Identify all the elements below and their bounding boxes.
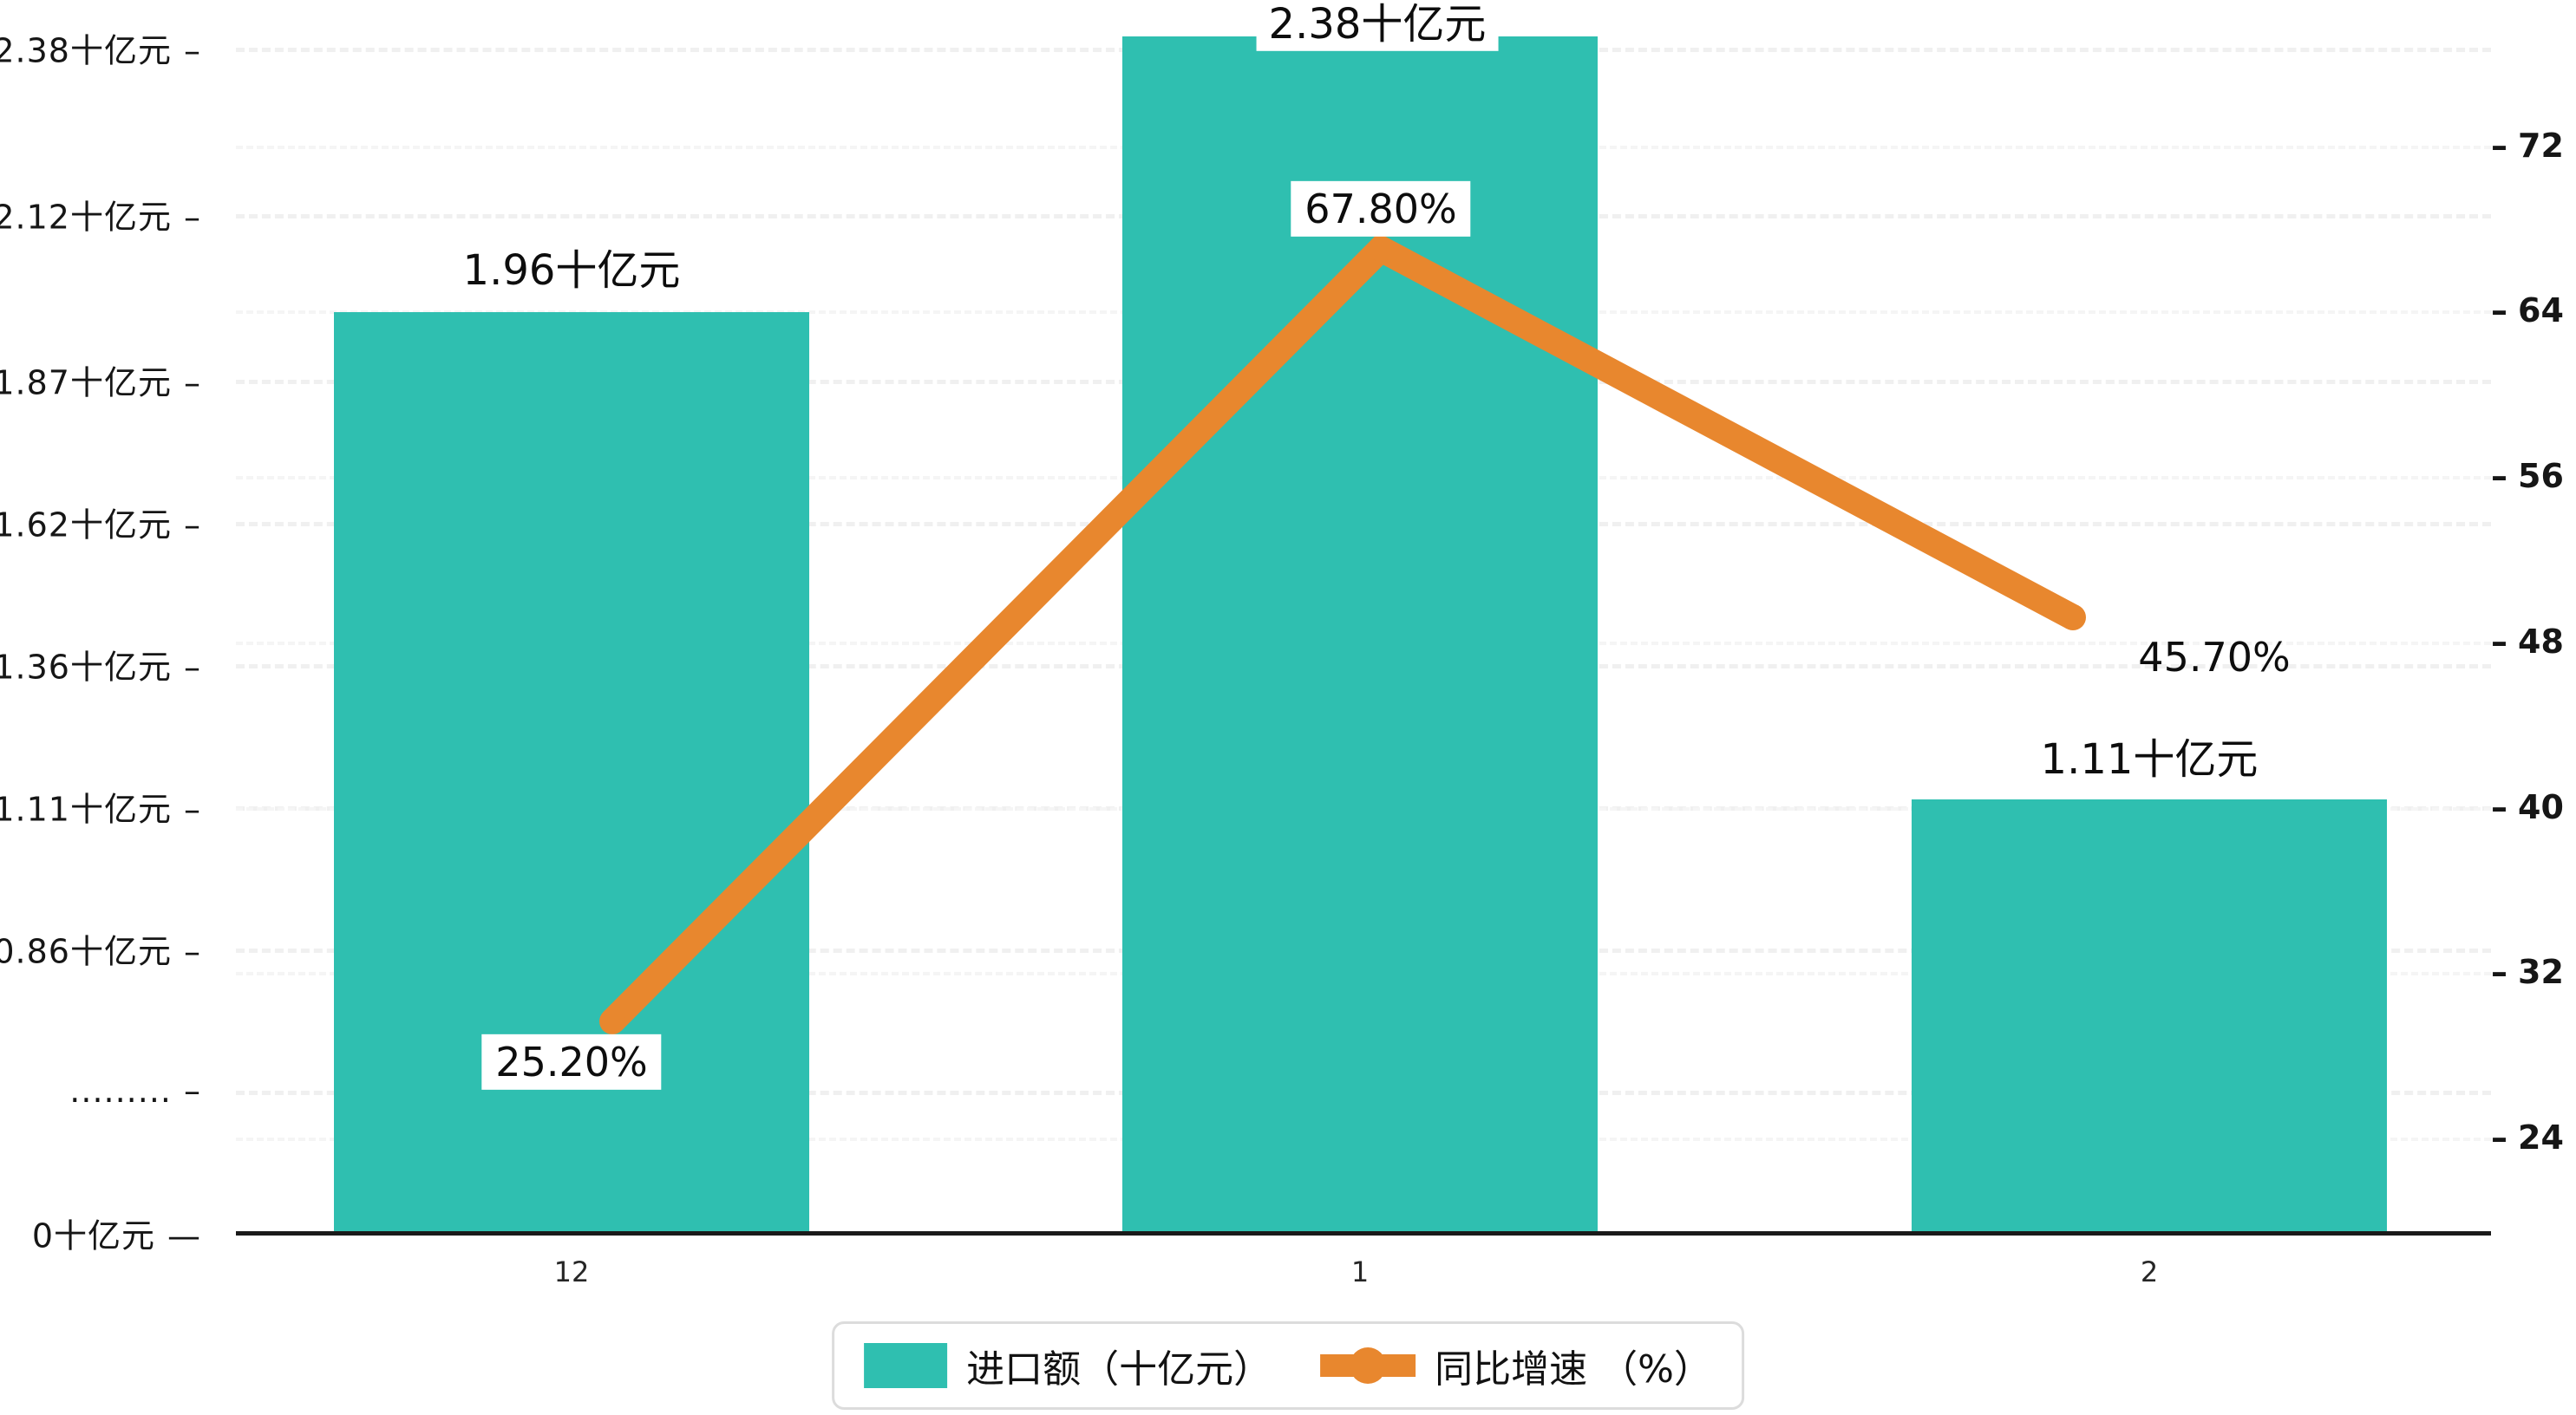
legend-item-2[interactable]: 同比增速 （%） — [1320, 1338, 1712, 1393]
y-axis-right-tick: –56 — [2491, 457, 2564, 495]
legend-label: 进口额（十亿元） — [966, 1347, 1272, 1392]
tick-mark-icon: – — [2491, 623, 2507, 661]
x-axis-line — [236, 1231, 2491, 1236]
y-axis-right-tick: –64 — [2491, 291, 2564, 329]
tick-mark-icon: – — [184, 31, 201, 70]
left-y-axis: 2.38十亿元 –2.12十亿元 –1.87十亿元 –1.62十亿元 –1.36十亿元 –… — [0, 0, 201, 1415]
tick-mark-icon: – — [2491, 291, 2507, 329]
bar-2[interactable] — [1912, 799, 2387, 1231]
bar-value-label: 1.96十亿元 — [450, 243, 693, 298]
tick-mark-icon: — — [167, 1216, 201, 1255]
y-axis-right-tick-label: 56 — [2518, 457, 2564, 495]
tick-mark-icon: – — [2491, 788, 2507, 826]
y-axis-left-tick: 1.62十亿元 – — [0, 499, 201, 546]
legend-line-marker-icon — [1350, 1347, 1387, 1384]
y-axis-right-tick: –48 — [2491, 623, 2564, 661]
y-axis-left-tick-label: 1.62十亿元 — [0, 505, 172, 544]
line-value-label: 25.20% — [481, 1034, 662, 1091]
y-axis-right-tick-label: 72 — [2518, 127, 2564, 165]
x-axis-tick-label: 2 — [2140, 1255, 2159, 1288]
tick-mark-icon: – — [184, 932, 201, 971]
right-y-axis: –72–64–56–48–40–32–24 — [2491, 0, 2576, 1415]
y-axis-left-tick-label: 1.36十亿元 — [0, 648, 172, 687]
y-axis-right-tick: –72 — [2491, 127, 2564, 165]
y-axis-right-tick-label: 24 — [2518, 1118, 2564, 1157]
y-axis-left-tick-label: 1.87十亿元 — [0, 363, 172, 402]
tick-mark-icon: – — [2491, 457, 2507, 495]
y-axis-right-tick: –40 — [2491, 788, 2564, 826]
tick-mark-icon: – — [184, 198, 201, 237]
x-axis-tick-label: 12 — [553, 1255, 590, 1288]
y-axis-left-tick-label: 2.38十亿元 — [0, 31, 172, 70]
y-axis-left-tick: 2.38十亿元 – — [0, 24, 201, 72]
tick-mark-icon: – — [2491, 953, 2507, 991]
y-axis-right-tick: –32 — [2491, 953, 2564, 991]
bar-12[interactable] — [334, 312, 809, 1231]
y-axis-right-tick-label: 32 — [2518, 953, 2564, 991]
tick-mark-icon: – — [2491, 1118, 2507, 1157]
legend-swatch-bar-icon — [864, 1343, 948, 1388]
y-axis-left-tick-label: 0十亿元 — [31, 1216, 155, 1255]
bar-value-label: 1.11十亿元 — [2028, 732, 2271, 787]
y-axis-left-tick: 0.86十亿元 – — [0, 925, 201, 973]
y-axis-right-tick: –24 — [2491, 1118, 2564, 1157]
y-axis-left-tick: 1.87十亿元 – — [0, 356, 201, 404]
y-axis-right-tick-label: 48 — [2518, 623, 2564, 661]
tick-mark-icon: – — [2491, 127, 2507, 165]
line-value-label: 45.70% — [2138, 633, 2291, 681]
y-axis-left-tick: 1.36十亿元 – — [0, 641, 201, 688]
y-axis-left-tick: ......... – — [69, 1072, 201, 1110]
legend-swatch-line-icon — [1320, 1343, 1416, 1388]
tick-mark-icon: – — [184, 505, 201, 544]
y-axis-left-tick-label: ......... — [69, 1072, 172, 1110]
y-axis-left-tick: 2.12十亿元 – — [0, 191, 201, 238]
tick-mark-icon: – — [184, 648, 201, 687]
y-axis-right-tick-label: 40 — [2518, 788, 2564, 826]
line-marker-2[interactable] — [2060, 604, 2086, 630]
tick-mark-icon: – — [184, 1072, 201, 1110]
y-axis-left-tick-label: 1.11十亿元 — [0, 790, 172, 829]
y-axis-left-tick: 1.11十亿元 – — [0, 783, 201, 831]
legend-label: 同比增速 （%） — [1435, 1347, 1712, 1392]
line-value-label: 67.80% — [1291, 180, 1471, 238]
chart-legend[interactable]: 进口额（十亿元） 同比增速 （%） — [832, 1321, 1744, 1410]
y-axis-left-tick: 0十亿元 — — [32, 1210, 201, 1257]
legend-item-1[interactable]: 进口额（十亿元） — [864, 1338, 1272, 1393]
bar-value-label: 2.38十亿元 — [1256, 0, 1499, 52]
tick-mark-icon: – — [184, 363, 201, 402]
x-axis-tick-label: 1 — [1350, 1255, 1370, 1288]
tick-mark-icon: – — [184, 790, 201, 829]
y-axis-right-tick-label: 64 — [2518, 291, 2564, 329]
y-axis-left-tick-label: 0.86十亿元 — [0, 932, 172, 971]
y-axis-left-tick-label: 2.12十亿元 — [0, 198, 172, 237]
